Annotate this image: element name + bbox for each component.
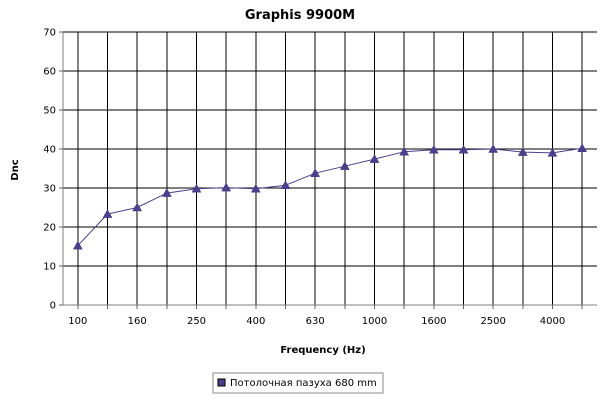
y-tick-label: 70 bbox=[43, 28, 56, 39]
y-tick-label: 0 bbox=[50, 301, 56, 312]
legend-swatch bbox=[217, 378, 226, 387]
x-tick-label: 250 bbox=[187, 316, 206, 327]
data-point bbox=[369, 154, 380, 163]
y-tick-label: 10 bbox=[43, 262, 56, 273]
data-point bbox=[517, 147, 528, 156]
series bbox=[72, 143, 588, 250]
data-point bbox=[577, 143, 588, 152]
data-point bbox=[102, 209, 113, 218]
data-point bbox=[339, 161, 350, 170]
x-tick-label: 630 bbox=[306, 316, 325, 327]
x-tick-label: 1000 bbox=[362, 316, 387, 327]
legend: Потолочная пазуха 680 mm bbox=[212, 372, 384, 394]
x-tick-label: 400 bbox=[246, 316, 265, 327]
y-tick-label: 40 bbox=[43, 145, 56, 156]
x-ticks: 100 160 250 400 630 1000 1600 2500 4000 bbox=[68, 305, 583, 327]
data-point bbox=[280, 180, 291, 190]
y-tick-label: 20 bbox=[43, 223, 56, 234]
data-point bbox=[221, 182, 232, 192]
y-tick-label: 60 bbox=[43, 67, 56, 78]
legend-label: Потолочная пазуха 680 mm bbox=[230, 378, 377, 389]
legend-box bbox=[212, 372, 384, 394]
x-tick-label: 4000 bbox=[540, 316, 565, 327]
y-axis-label: Dnc bbox=[10, 159, 21, 180]
data-point bbox=[191, 183, 202, 193]
grid bbox=[63, 31, 597, 306]
data-point bbox=[132, 202, 143, 212]
plot-area bbox=[63, 32, 597, 305]
y-tick-label: 50 bbox=[43, 106, 56, 117]
x-tick-label: 100 bbox=[68, 316, 87, 327]
data-point bbox=[310, 168, 321, 177]
y-tick-label: 30 bbox=[43, 184, 56, 195]
axes bbox=[62, 32, 597, 306]
data-point bbox=[161, 188, 172, 197]
data-point bbox=[547, 147, 558, 157]
data-point bbox=[488, 143, 499, 153]
data-point bbox=[250, 183, 261, 193]
y-ticks: 0 10 20 30 40 50 60 70 bbox=[43, 28, 63, 312]
data-point bbox=[458, 144, 469, 154]
x-tick-label: 2500 bbox=[480, 316, 505, 327]
x-tick-label: 1600 bbox=[421, 316, 446, 327]
data-point bbox=[399, 146, 410, 156]
data-point bbox=[428, 144, 439, 154]
data-point bbox=[72, 240, 83, 250]
x-tick-label: 160 bbox=[128, 316, 147, 327]
chart-title: Graphis 9900M bbox=[245, 8, 355, 23]
series-line bbox=[77, 147, 583, 247]
x-axis-label: Frequency (Hz) bbox=[280, 345, 365, 356]
